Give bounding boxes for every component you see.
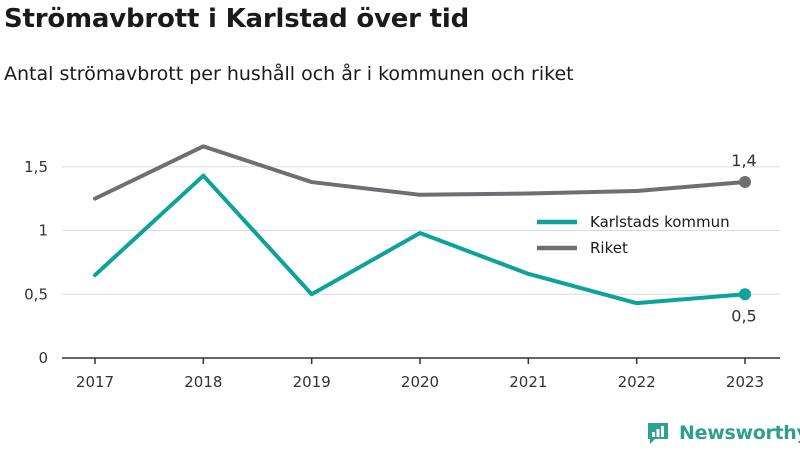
x-tick-label: 2017 [76, 373, 114, 391]
series-lines [93, 144, 751, 306]
newsworthy-logo-icon [648, 423, 668, 444]
y-tick-label: 0 [38, 349, 48, 367]
end-labels: 0,5 1,4 [731, 151, 756, 325]
x-tick-label: 2022 [618, 373, 656, 391]
series-line [93, 173, 747, 306]
grid-lines [62, 166, 780, 295]
end-value-label: 1,4 [731, 151, 756, 170]
y-tick-label: 0,5 [24, 285, 48, 303]
endpoint-marker [739, 176, 751, 189]
x-tick-label: 2021 [509, 373, 547, 391]
chart-title: Strömavbrott i Karlstad över tid [4, 4, 470, 34]
x-tick-label: 2023 [726, 373, 764, 391]
brand-name: Newsworthy [679, 422, 800, 444]
chart-subtitle: Antal strömavbrott per hushåll och år i … [4, 63, 574, 85]
x-tick-label: 2019 [293, 373, 331, 391]
end-value-label: 0,5 [731, 306, 756, 325]
x-tick-label: 2020 [401, 373, 439, 391]
legend-label: Riket [590, 239, 628, 257]
y-axis-ticks: 0 0,5 1 1,5 [24, 158, 48, 367]
newsworthy-brand: Newsworthy [645, 420, 800, 446]
legend-label: Karlstads kommun [590, 213, 730, 231]
legend: Karlstads kommun Riket [537, 213, 730, 257]
x-tick-label: 2018 [184, 373, 222, 391]
endpoint-marker [739, 288, 751, 301]
x-axis: 2017 2018 2019 2020 2021 2022 2023 [62, 357, 780, 391]
y-tick-label: 1 [38, 222, 48, 240]
y-tick-label: 1,5 [24, 158, 48, 176]
series-line [93, 144, 747, 201]
